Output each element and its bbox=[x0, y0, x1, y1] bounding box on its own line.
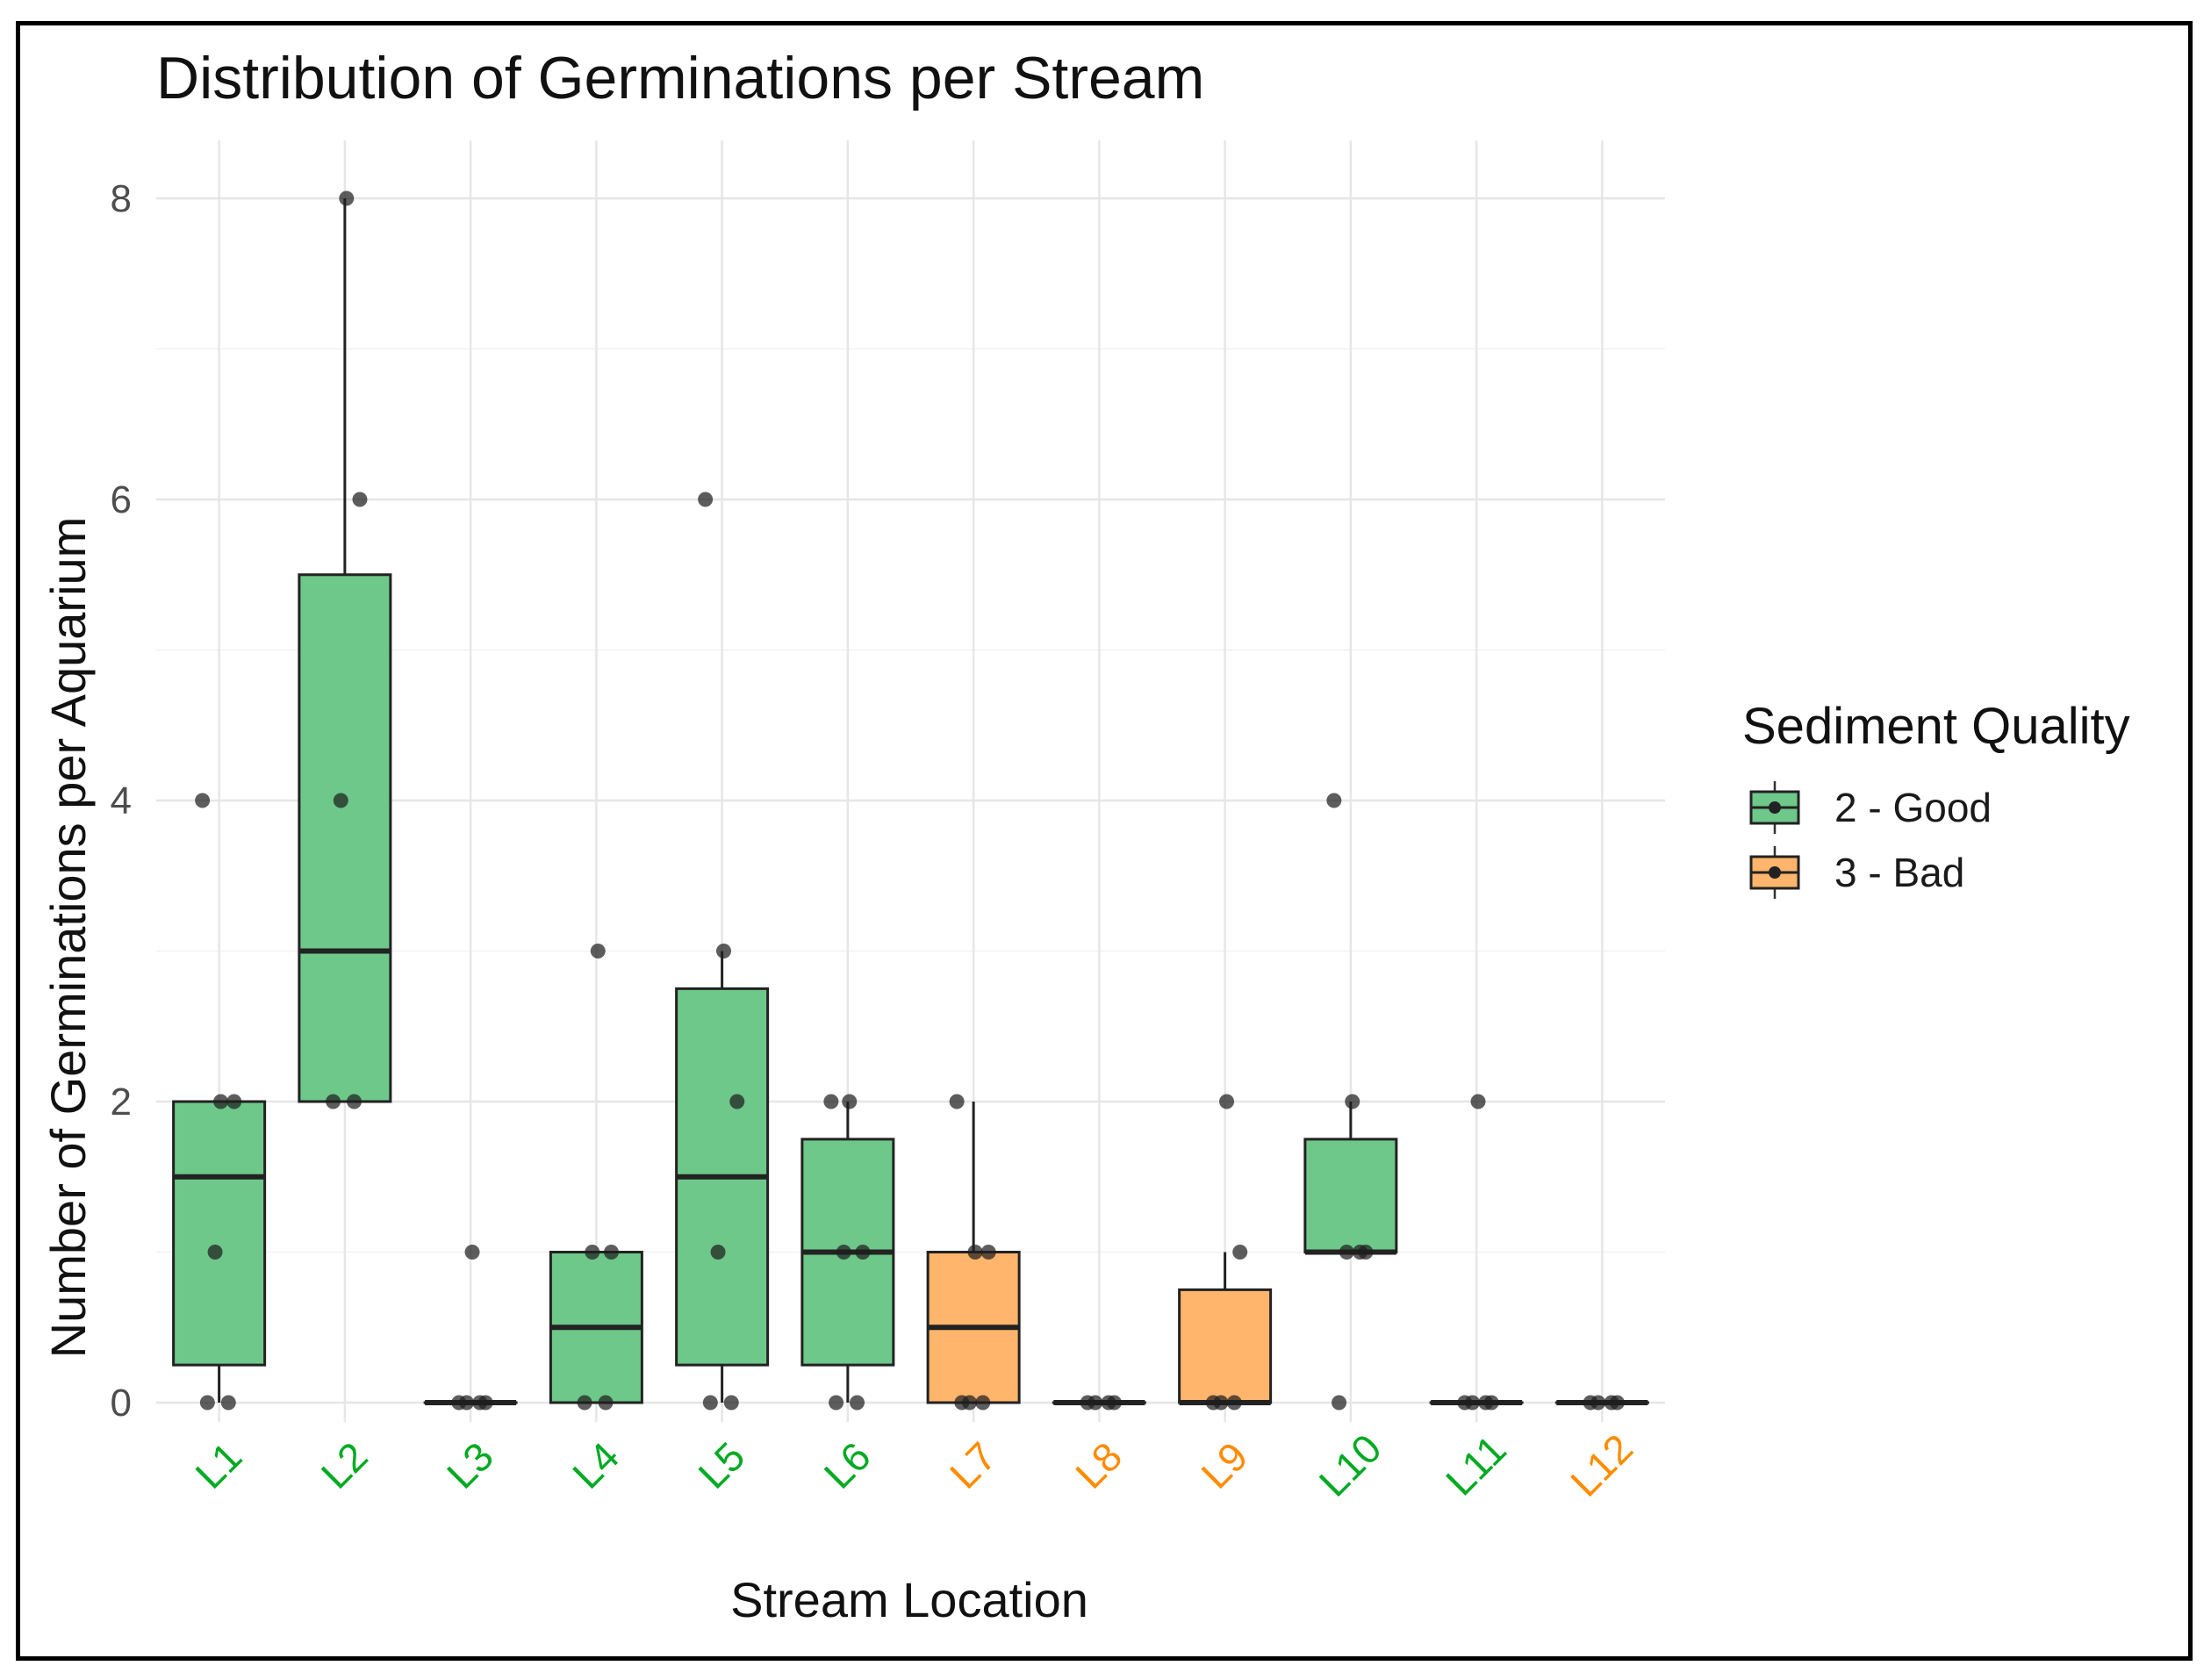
point-L8 bbox=[1106, 1395, 1122, 1411]
point-L3 bbox=[464, 1245, 480, 1260]
point-L3 bbox=[477, 1395, 493, 1411]
y-tick-label: 4 bbox=[111, 779, 132, 822]
box-L5 bbox=[675, 951, 770, 1403]
point-L11 bbox=[1483, 1395, 1499, 1411]
x-tick-label: L6 bbox=[815, 1433, 879, 1497]
x-tick-label: L7 bbox=[941, 1433, 1005, 1497]
point-L4 bbox=[590, 944, 606, 958]
point-L1 bbox=[213, 1094, 229, 1109]
point-L9 bbox=[1213, 1395, 1229, 1411]
x-tick-label: L8 bbox=[1066, 1433, 1131, 1497]
y-axis-title: Number of Germinations per Aquarium bbox=[40, 517, 96, 1359]
point-L7 bbox=[962, 1395, 978, 1411]
point-L6 bbox=[855, 1245, 871, 1260]
point-L5 bbox=[729, 1094, 745, 1109]
point-L2 bbox=[333, 793, 348, 808]
point-L6 bbox=[836, 1245, 851, 1260]
point-L10 bbox=[1358, 1245, 1374, 1260]
point-L6 bbox=[842, 1094, 858, 1109]
point-L10 bbox=[1339, 1245, 1354, 1260]
x-tick-label: L2 bbox=[312, 1433, 377, 1497]
legend: Sediment Quality 2 - Good 3 - Bad bbox=[1742, 698, 2130, 899]
point-L1 bbox=[220, 1395, 236, 1411]
x-tick-label: L3 bbox=[438, 1433, 502, 1497]
point-L2 bbox=[339, 190, 355, 206]
legend-title: Sediment Quality bbox=[1742, 698, 2130, 755]
point-L5 bbox=[716, 944, 732, 958]
legend-label: 3 - Bad bbox=[1834, 850, 1964, 895]
box-L7 bbox=[926, 1102, 1021, 1404]
point-L9 bbox=[1226, 1395, 1242, 1411]
point-L8 bbox=[1088, 1395, 1103, 1411]
box-L9 bbox=[1178, 1252, 1273, 1405]
box-iqr bbox=[1178, 1288, 1273, 1404]
box-iqr bbox=[298, 573, 392, 1103]
box-iqr bbox=[1303, 1138, 1398, 1253]
point-L7 bbox=[949, 1094, 965, 1109]
point-L11 bbox=[1465, 1395, 1481, 1411]
point-L1 bbox=[195, 793, 211, 808]
point-L4 bbox=[598, 1395, 614, 1411]
x-axis-title: Stream Location bbox=[730, 1572, 1088, 1627]
point-L5 bbox=[710, 1245, 726, 1260]
point-L5 bbox=[723, 1395, 739, 1411]
point-L7 bbox=[975, 1395, 991, 1411]
point-L4 bbox=[603, 1245, 619, 1260]
box-iqr bbox=[172, 1100, 267, 1367]
point-L4 bbox=[577, 1395, 592, 1411]
point-L5 bbox=[698, 492, 714, 507]
point-L2 bbox=[352, 492, 368, 507]
y-tick-label: 0 bbox=[111, 1382, 132, 1425]
point-L9 bbox=[1219, 1094, 1235, 1109]
x-tick-label: L12 bbox=[1561, 1425, 1641, 1505]
box-L10 bbox=[1303, 1102, 1398, 1255]
point-L6 bbox=[823, 1094, 839, 1109]
x-tick-label: L5 bbox=[689, 1433, 753, 1497]
point-L5 bbox=[702, 1395, 718, 1411]
point-L11 bbox=[1470, 1094, 1486, 1109]
point-L10 bbox=[1332, 1395, 1347, 1411]
point-L12 bbox=[1590, 1395, 1606, 1411]
x-tick-label: L10 bbox=[1310, 1425, 1390, 1505]
point-L1 bbox=[226, 1094, 242, 1109]
y-tick-label: 8 bbox=[111, 177, 132, 220]
x-axis-ticks: L1 L2 L3 L4 L5 L6 L7 L8 L9 L10 L11 L12 bbox=[186, 1425, 1641, 1505]
point-L7 bbox=[967, 1245, 983, 1260]
legend-label: 2 - Good bbox=[1834, 785, 1992, 830]
boxes bbox=[172, 198, 1649, 1405]
chart-title: Distribution of Germinations per Stream bbox=[156, 45, 1204, 111]
legend-key-point bbox=[1769, 866, 1781, 879]
legend-item-bad: 3 - Bad bbox=[1749, 846, 1964, 899]
point-L3 bbox=[459, 1395, 475, 1411]
box-L2 bbox=[298, 198, 392, 1103]
legend-item-good: 2 - Good bbox=[1749, 781, 1992, 834]
point-L9 bbox=[1232, 1245, 1248, 1260]
y-tick-label: 2 bbox=[111, 1081, 132, 1124]
x-tick-label: L1 bbox=[186, 1433, 250, 1497]
x-tick-label: L4 bbox=[564, 1433, 628, 1497]
point-L1 bbox=[207, 1245, 223, 1260]
point-L7 bbox=[980, 1245, 996, 1260]
x-tick-label: L11 bbox=[1437, 1426, 1515, 1504]
legend-key-point bbox=[1769, 801, 1781, 814]
y-axis-ticks: 0 2 4 6 8 bbox=[111, 177, 132, 1425]
point-L1 bbox=[199, 1395, 215, 1411]
point-L2 bbox=[347, 1094, 363, 1109]
y-tick-label: 6 bbox=[111, 478, 132, 521]
point-L4 bbox=[585, 1245, 600, 1260]
chart-frame bbox=[16, 21, 2193, 1661]
box-L4 bbox=[549, 1251, 643, 1404]
x-tick-label: L9 bbox=[1192, 1433, 1256, 1497]
data-points bbox=[195, 190, 1625, 1411]
box-L1 bbox=[172, 1100, 267, 1403]
point-L10 bbox=[1326, 793, 1342, 808]
point-L2 bbox=[326, 1094, 341, 1109]
point-L12 bbox=[1609, 1395, 1625, 1411]
point-L6 bbox=[850, 1395, 865, 1411]
point-L6 bbox=[829, 1395, 844, 1411]
point-L10 bbox=[1345, 1094, 1360, 1109]
